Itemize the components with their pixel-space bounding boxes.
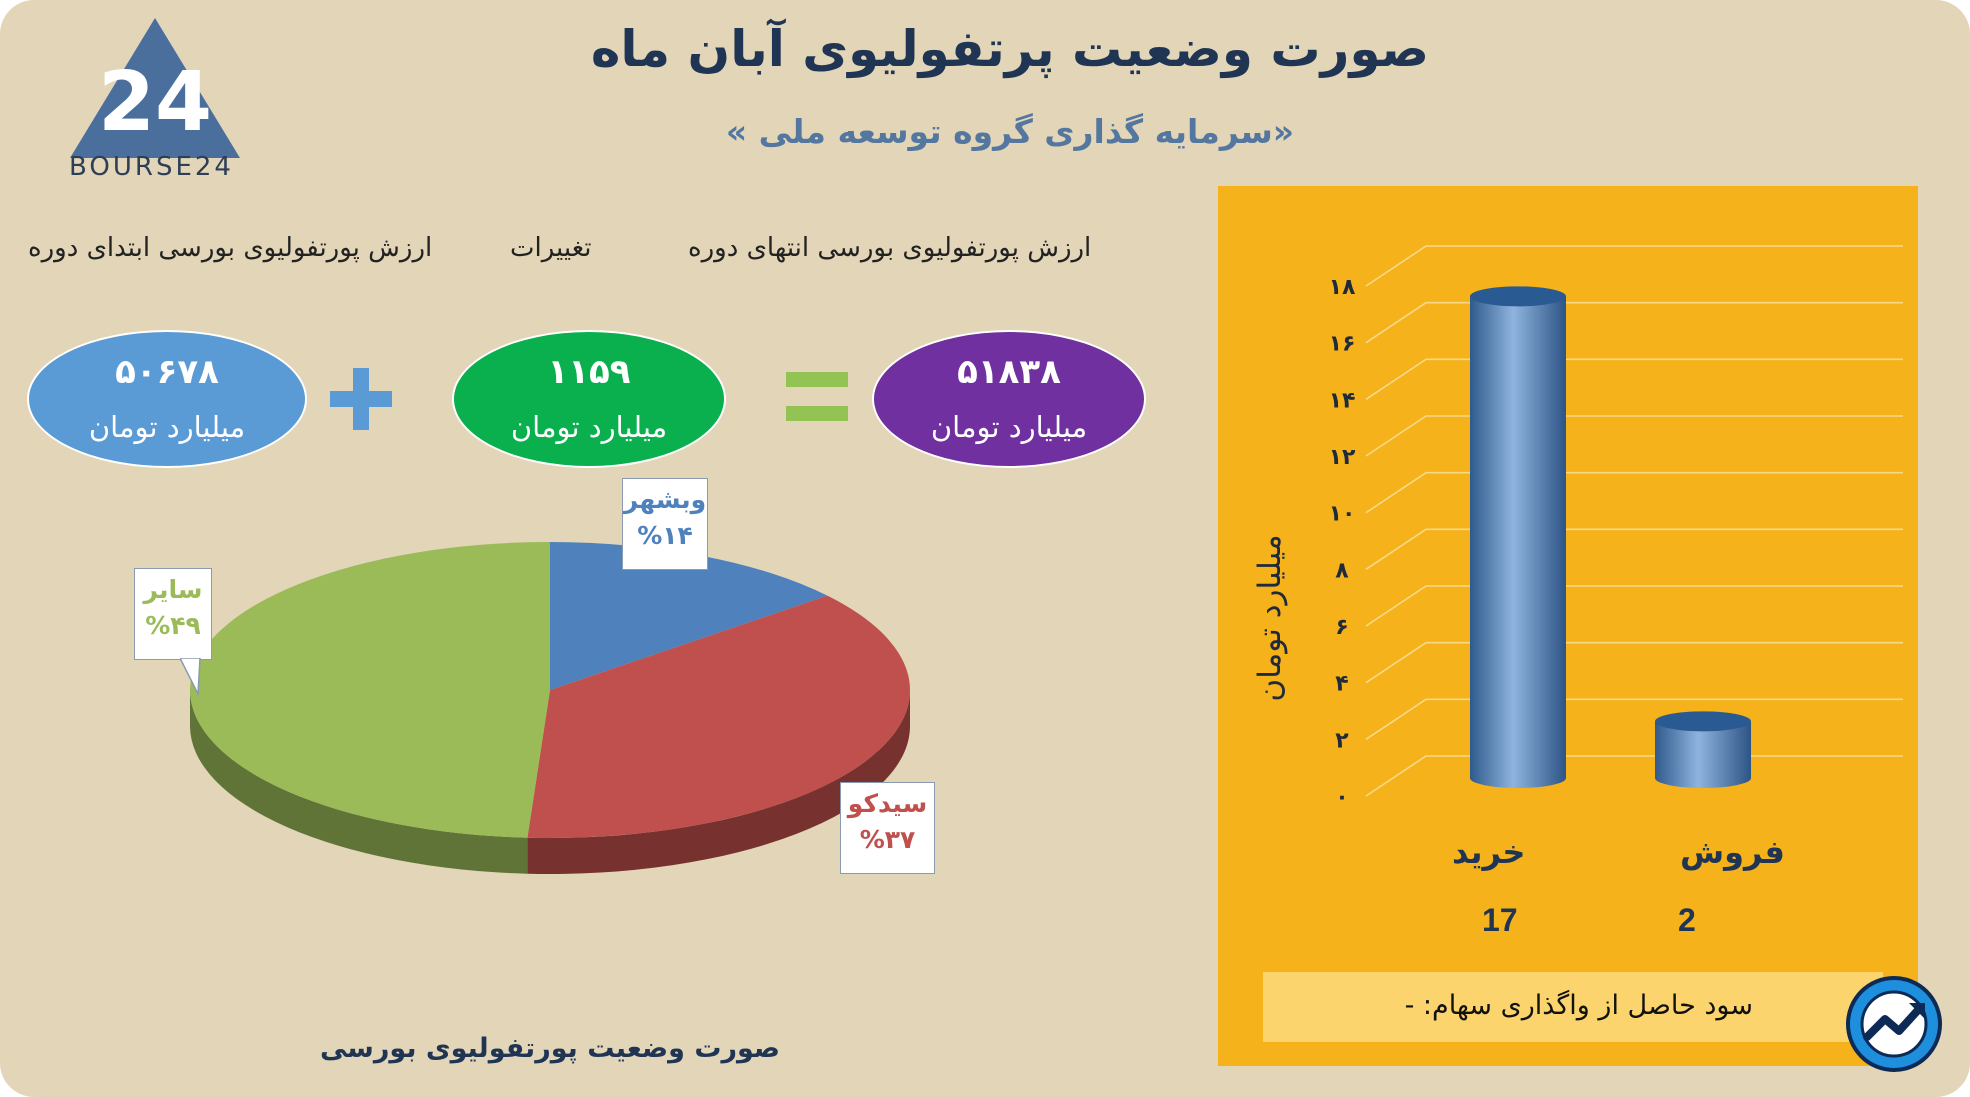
bar-chart-y-axis-label: میلیارد تومان	[1252, 534, 1288, 702]
callout-sidco: سیدکو %۳۷	[840, 782, 935, 874]
y-tick-label-8: ۱۶	[1329, 332, 1356, 357]
y-tick-label-5: ۱۰	[1329, 502, 1356, 527]
y-tick-label-0: ۰	[1335, 785, 1348, 810]
y-tick-label-2: ۴	[1335, 672, 1348, 697]
bar-1	[1655, 721, 1751, 788]
end-value-unit: میلیارد تومان	[930, 410, 1088, 444]
bourse24-logo-icon: 24	[70, 18, 240, 158]
trade-panel	[1218, 186, 1918, 1066]
start-value: ۵۰۶۷۸	[115, 352, 219, 392]
slice-label-vbshahr: وبشهر	[623, 485, 707, 514]
plus-icon	[330, 368, 392, 430]
logo-wordmark: BOURSE24	[69, 152, 234, 182]
start-value-ellipse: ۵۰۶۷۸ میلیارد تومان	[27, 330, 307, 468]
y-tick-label-7: ۱۴	[1329, 388, 1356, 413]
grid-slant-3	[1365, 585, 1427, 627]
bar-top-1	[1655, 711, 1751, 732]
start-value-header: ارزش پورتفولیوی بورسی ابتدای دوره	[28, 233, 433, 263]
bar-0	[1470, 296, 1566, 788]
pie-chart-title: صورت وضعیت پورتفولیوی بورسی	[319, 1033, 781, 1064]
pie-slice-2	[189, 542, 550, 838]
change-value-ellipse: ۱۱۵۹ میلیارد تومان	[452, 330, 726, 468]
grid-slant-7	[1365, 358, 1427, 400]
grid-slant-2	[1365, 642, 1427, 684]
change-value-unit: میلیارد تومان	[510, 410, 668, 444]
callout-pointer	[180, 658, 201, 696]
pie-side-2	[190, 690, 528, 874]
callout-other: سایر %۴۹	[134, 568, 212, 660]
grid-slant-0	[1365, 755, 1427, 797]
value-label-sell: 2	[1678, 902, 1696, 938]
grid-slant-6	[1365, 415, 1427, 457]
page-title: صورت وضعیت پرتفولیوی آبان ماه	[590, 20, 1430, 78]
end-value: ۵۱۸۳۸	[957, 352, 1061, 392]
logo-numeral: 24	[98, 55, 212, 150]
slice-percent-vbshahr: %۱۴	[637, 521, 693, 550]
pie-slice-0	[550, 542, 828, 690]
value-label-buy: 17	[1482, 902, 1518, 938]
slice-percent-sidco: %۳۷	[859, 825, 916, 854]
sale-profit-note: سود حاصل از واگذاری سهام: -	[1263, 972, 1883, 1042]
grid-slant-4	[1365, 528, 1427, 570]
slice-label-other: سایر	[143, 575, 203, 604]
change-value: ۱۱۵۹	[547, 352, 631, 392]
y-tick-label-4: ۸	[1335, 558, 1349, 583]
start-value-unit: میلیارد تومان	[88, 410, 246, 444]
grid-slant-9	[1365, 245, 1427, 287]
category-label-buy: خرید	[1452, 833, 1526, 871]
category-label-sell: فروش	[1680, 833, 1785, 871]
page-subtitle: «سرمایه گذاری گروه توسعه ملی »	[725, 112, 1295, 151]
callout-vbshahr: وبشهر %۱۴	[622, 478, 708, 570]
slice-label-sidco: سیدکو	[847, 789, 928, 818]
bar-top-0	[1470, 286, 1566, 307]
grid-slant-5	[1365, 472, 1427, 514]
slice-percent-other: %۴۹	[145, 611, 201, 640]
grid-slant-1	[1365, 698, 1427, 740]
y-tick-label-9: ۱۸	[1329, 275, 1356, 300]
end-value-ellipse: ۵۱۸۳۸ میلیارد تومان	[872, 330, 1146, 468]
equals-icon	[786, 372, 848, 421]
y-tick-label-1: ۲	[1335, 728, 1349, 753]
pie-side-1	[527, 690, 911, 874]
portfolio-pie-chart	[189, 542, 911, 874]
trade-bar-chart: ۰ ۲ ۴ ۶ ۸ ۱۰ ۱۲ ۱۴ ۱۶ ۱۸	[1329, 245, 1903, 810]
grid-slant-8	[1365, 302, 1427, 344]
pie-slice-1	[527, 595, 910, 838]
trend-arrow-badge-icon	[1846, 976, 1942, 1072]
y-tick-label-6: ۱۲	[1329, 445, 1356, 470]
change-header: تغییرات	[510, 233, 592, 263]
y-tick-label-3: ۶	[1335, 615, 1348, 640]
end-value-header: ارزش پورتفولیوی بورسی انتهای دوره	[688, 233, 1092, 263]
